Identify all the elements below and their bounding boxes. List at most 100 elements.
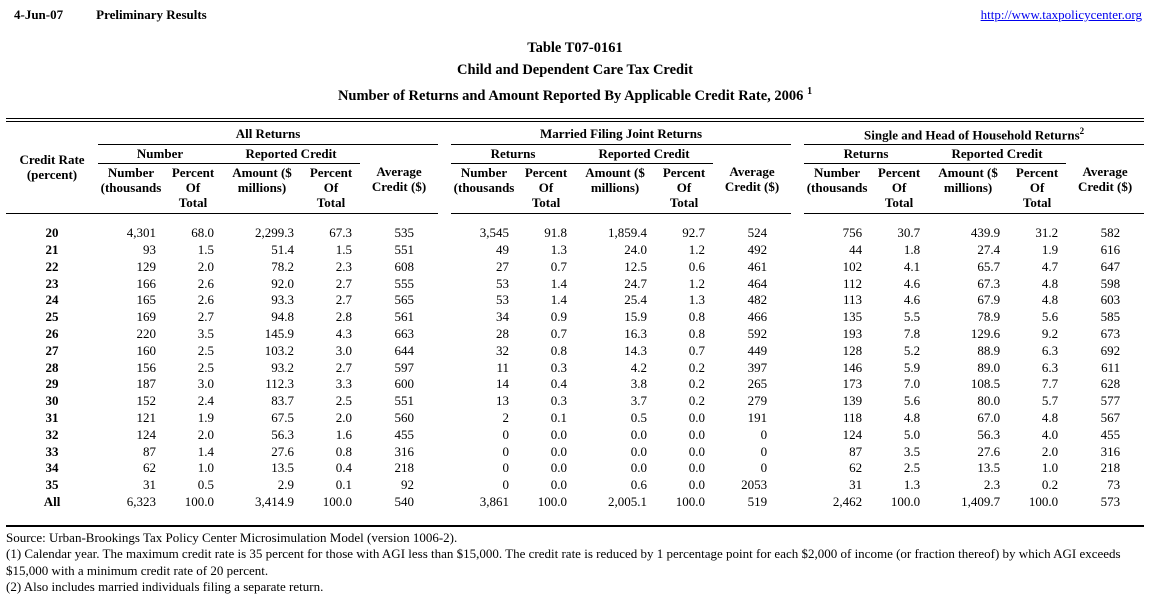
- value-cell: 492: [747, 241, 768, 257]
- value-cell: 30.7: [897, 225, 921, 241]
- value-cell: 78.2: [271, 258, 294, 274]
- value-cell: 4.0: [1041, 426, 1059, 442]
- value-cell: 0.0: [688, 426, 706, 442]
- value-cell: 173: [842, 376, 863, 392]
- value-cell: 128: [842, 342, 863, 358]
- value-cell: 265: [747, 376, 768, 392]
- value-cell: 0.1: [550, 409, 568, 425]
- value-cell: 53: [496, 292, 510, 308]
- value-cell: 6.3: [1041, 359, 1059, 375]
- table-header: Credit Rate (percent) All Returns Marrie…: [6, 120, 1145, 214]
- spacer-row: [6, 511, 1144, 526]
- group-header-all-returns: All Returns: [98, 120, 439, 145]
- value-cell: 218: [1100, 460, 1121, 476]
- value-cell: 100.0: [184, 493, 214, 509]
- value-cell: 129.6: [970, 325, 1001, 341]
- value-cell: 628: [1100, 376, 1121, 392]
- value-cell: 4.8: [903, 409, 921, 425]
- value-cell: 598: [1100, 275, 1121, 291]
- value-cell: 0.0: [550, 477, 568, 493]
- value-cell: 0.4: [335, 460, 352, 476]
- value-cell: 112.3: [265, 376, 294, 392]
- value-cell: 600: [394, 376, 415, 392]
- value-cell: 27.4: [977, 241, 1001, 257]
- footnotes-block: Source: Urban-Brookings Tax Policy Cente…: [6, 530, 1146, 596]
- value-cell: 139: [842, 393, 863, 409]
- value-cell: 27.6: [271, 443, 294, 459]
- value-cell: 0.0: [550, 460, 568, 476]
- value-cell: 65.7: [977, 258, 1001, 274]
- column-gap: [438, 259, 451, 276]
- value-cell: 1.3: [903, 477, 921, 493]
- column-gap: [791, 460, 804, 477]
- column-gap: [438, 343, 451, 360]
- value-cell: 73: [1107, 477, 1121, 493]
- value-cell: 31.2: [1035, 225, 1059, 241]
- table-row: 31 121 1.9 67.5 2.0 560 2 0.1 0.5 0.0 191 118 4.8 67.…: [6, 410, 1144, 427]
- value-cell: 0.0: [630, 443, 648, 459]
- credit-rate-cell: 35: [45, 477, 59, 493]
- credit-rate-column-header: Credit Rate (percent): [6, 120, 98, 214]
- credit-rate-cell: 20: [45, 225, 59, 241]
- column-gap: [791, 343, 804, 360]
- col-header-percent: Percent Of Total: [302, 163, 360, 214]
- value-cell: 1.4: [197, 443, 214, 459]
- col-header-amount: Amount ($ millions): [928, 163, 1009, 214]
- value-cell: 4.6: [903, 292, 921, 308]
- value-cell: 316: [1100, 443, 1121, 459]
- value-cell: 2.0: [197, 426, 214, 442]
- value-cell: 647: [1100, 258, 1121, 274]
- table-row: 32 124 2.0 56.3 1.6 455 0 0.0 0.0 0.0 0 124 5.0 56.3 4…: [6, 427, 1144, 444]
- column-gap: [791, 393, 804, 410]
- column-gap: [438, 309, 451, 326]
- value-cell: 2.5: [903, 460, 921, 476]
- value-cell: 11: [496, 359, 510, 375]
- value-cell: 0.2: [688, 393, 706, 409]
- footnote-1: (1) Calendar year. The maximum credit ra…: [6, 546, 1121, 578]
- value-cell: 118: [843, 409, 863, 425]
- value-cell: 24.0: [624, 241, 648, 257]
- value-cell: 455: [394, 426, 415, 442]
- value-cell: 0.0: [688, 460, 706, 476]
- column-gap: [791, 276, 804, 293]
- value-cell: 1,409.7: [961, 493, 1001, 509]
- value-cell: 1.4: [550, 275, 568, 291]
- column-gap: [438, 494, 451, 511]
- column-gap: [438, 225, 451, 242]
- value-cell: 464: [747, 275, 768, 291]
- value-cell: 25.4: [624, 292, 648, 308]
- value-cell: 94.8: [271, 309, 294, 325]
- value-cell: 466: [747, 309, 768, 325]
- website-link[interactable]: http://www.taxpolicycenter.org: [980, 7, 1142, 22]
- column-gap: [438, 120, 451, 213]
- value-cell: 0.8: [335, 443, 352, 459]
- value-cell: 13: [496, 393, 510, 409]
- table-subtitle: Number of Returns and Amount Reported By…: [337, 86, 813, 104]
- value-cell: 187: [136, 376, 157, 392]
- title-block: Table T07-0161 Child and Dependent Care …: [6, 38, 1144, 107]
- value-cell: 152: [136, 393, 157, 409]
- value-cell: 218: [394, 460, 415, 476]
- value-cell: 560: [394, 409, 415, 425]
- source-note: Source: Urban-Brookings Tax Policy Cente…: [6, 529, 458, 545]
- value-cell: 449: [747, 342, 768, 358]
- value-cell: 56.3: [271, 426, 294, 442]
- value-cell: 644: [394, 342, 415, 358]
- value-cell: 87: [849, 443, 863, 459]
- value-cell: 91.8: [544, 225, 568, 241]
- value-cell: 5.6: [1041, 309, 1059, 325]
- footnote-marker-2: 2: [1079, 126, 1085, 137]
- value-cell: 5.0: [903, 426, 921, 442]
- value-cell: 0.5: [197, 477, 214, 493]
- value-cell: 2,462: [832, 493, 863, 509]
- table-number-title: Table T07-0161: [527, 40, 623, 56]
- value-cell: 2.3: [983, 477, 1001, 493]
- column-gap: [791, 494, 804, 511]
- value-cell: 121: [136, 409, 157, 425]
- footnote-marker-1: 1: [807, 86, 813, 97]
- value-cell: 145.9: [264, 325, 294, 341]
- value-cell: 14: [496, 376, 510, 392]
- value-cell: 62: [143, 460, 156, 476]
- value-cell: 673: [1100, 325, 1121, 341]
- value-cell: 15.9: [624, 309, 648, 325]
